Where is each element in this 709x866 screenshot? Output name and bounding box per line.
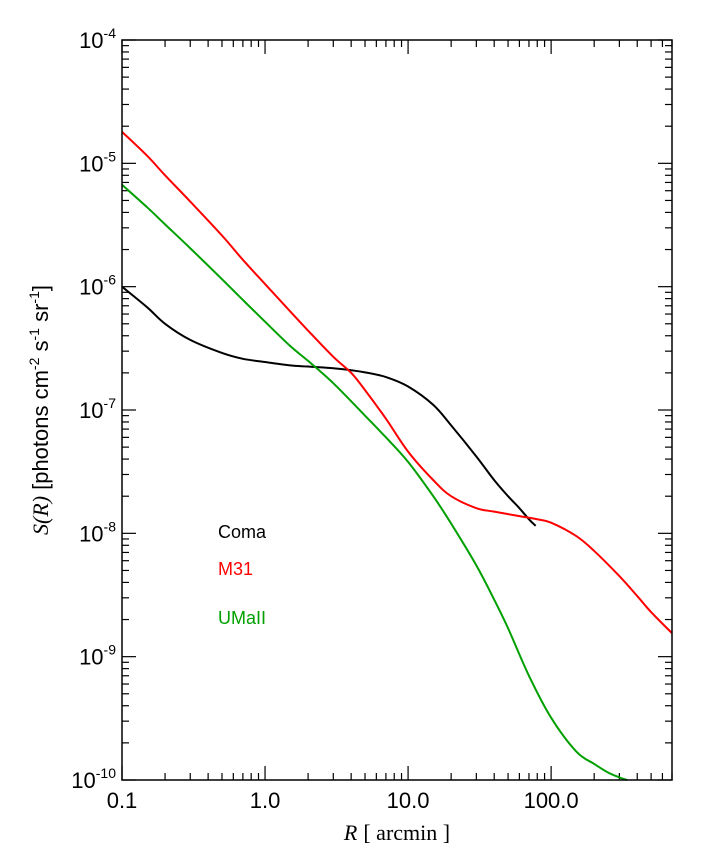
series-line-coma (121, 285, 537, 527)
y-tick-label: 10-10 (71, 765, 116, 793)
y-tick-label: 10-7 (79, 395, 116, 423)
axis-ticks (121, 39, 673, 781)
y-axis-title: S(R)[photons cm-2 s-1 sr-1] (26, 285, 53, 535)
x-tick-label: 10.0 (387, 788, 430, 813)
y-tick-label: 10-5 (79, 148, 116, 176)
x-tick-labels: 0.1 1.0 10.0 100.0 (107, 788, 579, 813)
y-axis-exp-3: -1 (26, 291, 42, 304)
y-axis-exp-2: -1 (26, 328, 42, 341)
x-tick-label: 0.1 (107, 788, 138, 813)
x-tick-label: 1.0 (250, 788, 281, 813)
y-axis-mid-1: s (28, 340, 53, 357)
y-tick-label: 10-9 (79, 642, 116, 670)
legend-label-umaii: UMaII (218, 608, 266, 628)
series-line-umaii (121, 184, 628, 781)
series-line-m31 (121, 131, 673, 634)
legend-label-m31: M31 (218, 559, 253, 579)
y-tick-label: 10-6 (79, 272, 116, 300)
x-axis-var: R (343, 820, 358, 845)
y-tick-label: 10-4 (79, 25, 116, 53)
y-tick-label: 10-8 (79, 518, 116, 546)
x-tick-label: 100.0 (524, 788, 579, 813)
x-axis-title: R[ arcmin ] (343, 820, 450, 845)
y-axis-var: S(R) (28, 496, 53, 535)
y-axis-end: ] (28, 285, 53, 291)
y-axis-unit: [photons cm (28, 370, 53, 490)
x-axis-unit: [ arcmin ] (363, 820, 450, 845)
series-lines (121, 131, 673, 781)
legend-label-coma: Coma (218, 522, 267, 542)
y-axis-mid-2: sr (28, 304, 53, 328)
y-axis-exp-1: -2 (26, 357, 42, 370)
plot-frame (121, 39, 673, 781)
y-tick-labels: 10-10 10-9 10-8 10-7 10-6 10-5 10-4 (71, 25, 116, 793)
